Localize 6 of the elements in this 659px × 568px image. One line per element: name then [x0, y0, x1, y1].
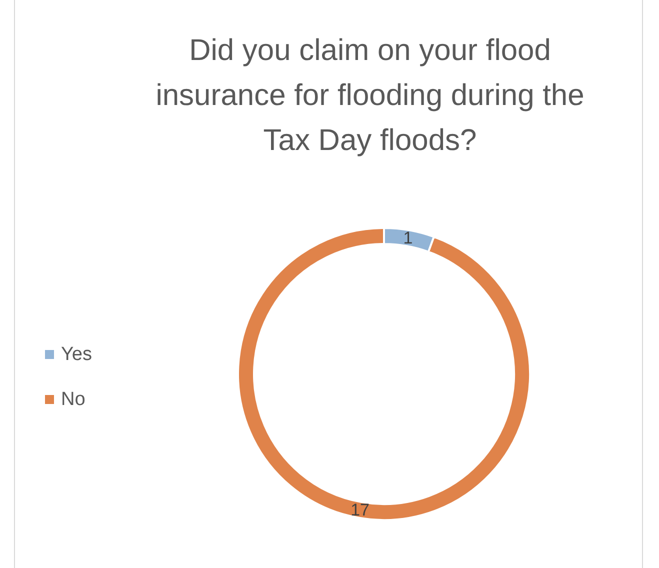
chart-title: Did you claim on your flood insurance for flooding during the Tax Day floods?	[154, 33, 586, 159]
legend-label: No	[61, 388, 86, 410]
data-label: 17	[350, 500, 370, 520]
donut-slice	[237, 227, 531, 521]
legend-label: Yes	[61, 344, 92, 366]
data-label: 1	[403, 228, 413, 248]
